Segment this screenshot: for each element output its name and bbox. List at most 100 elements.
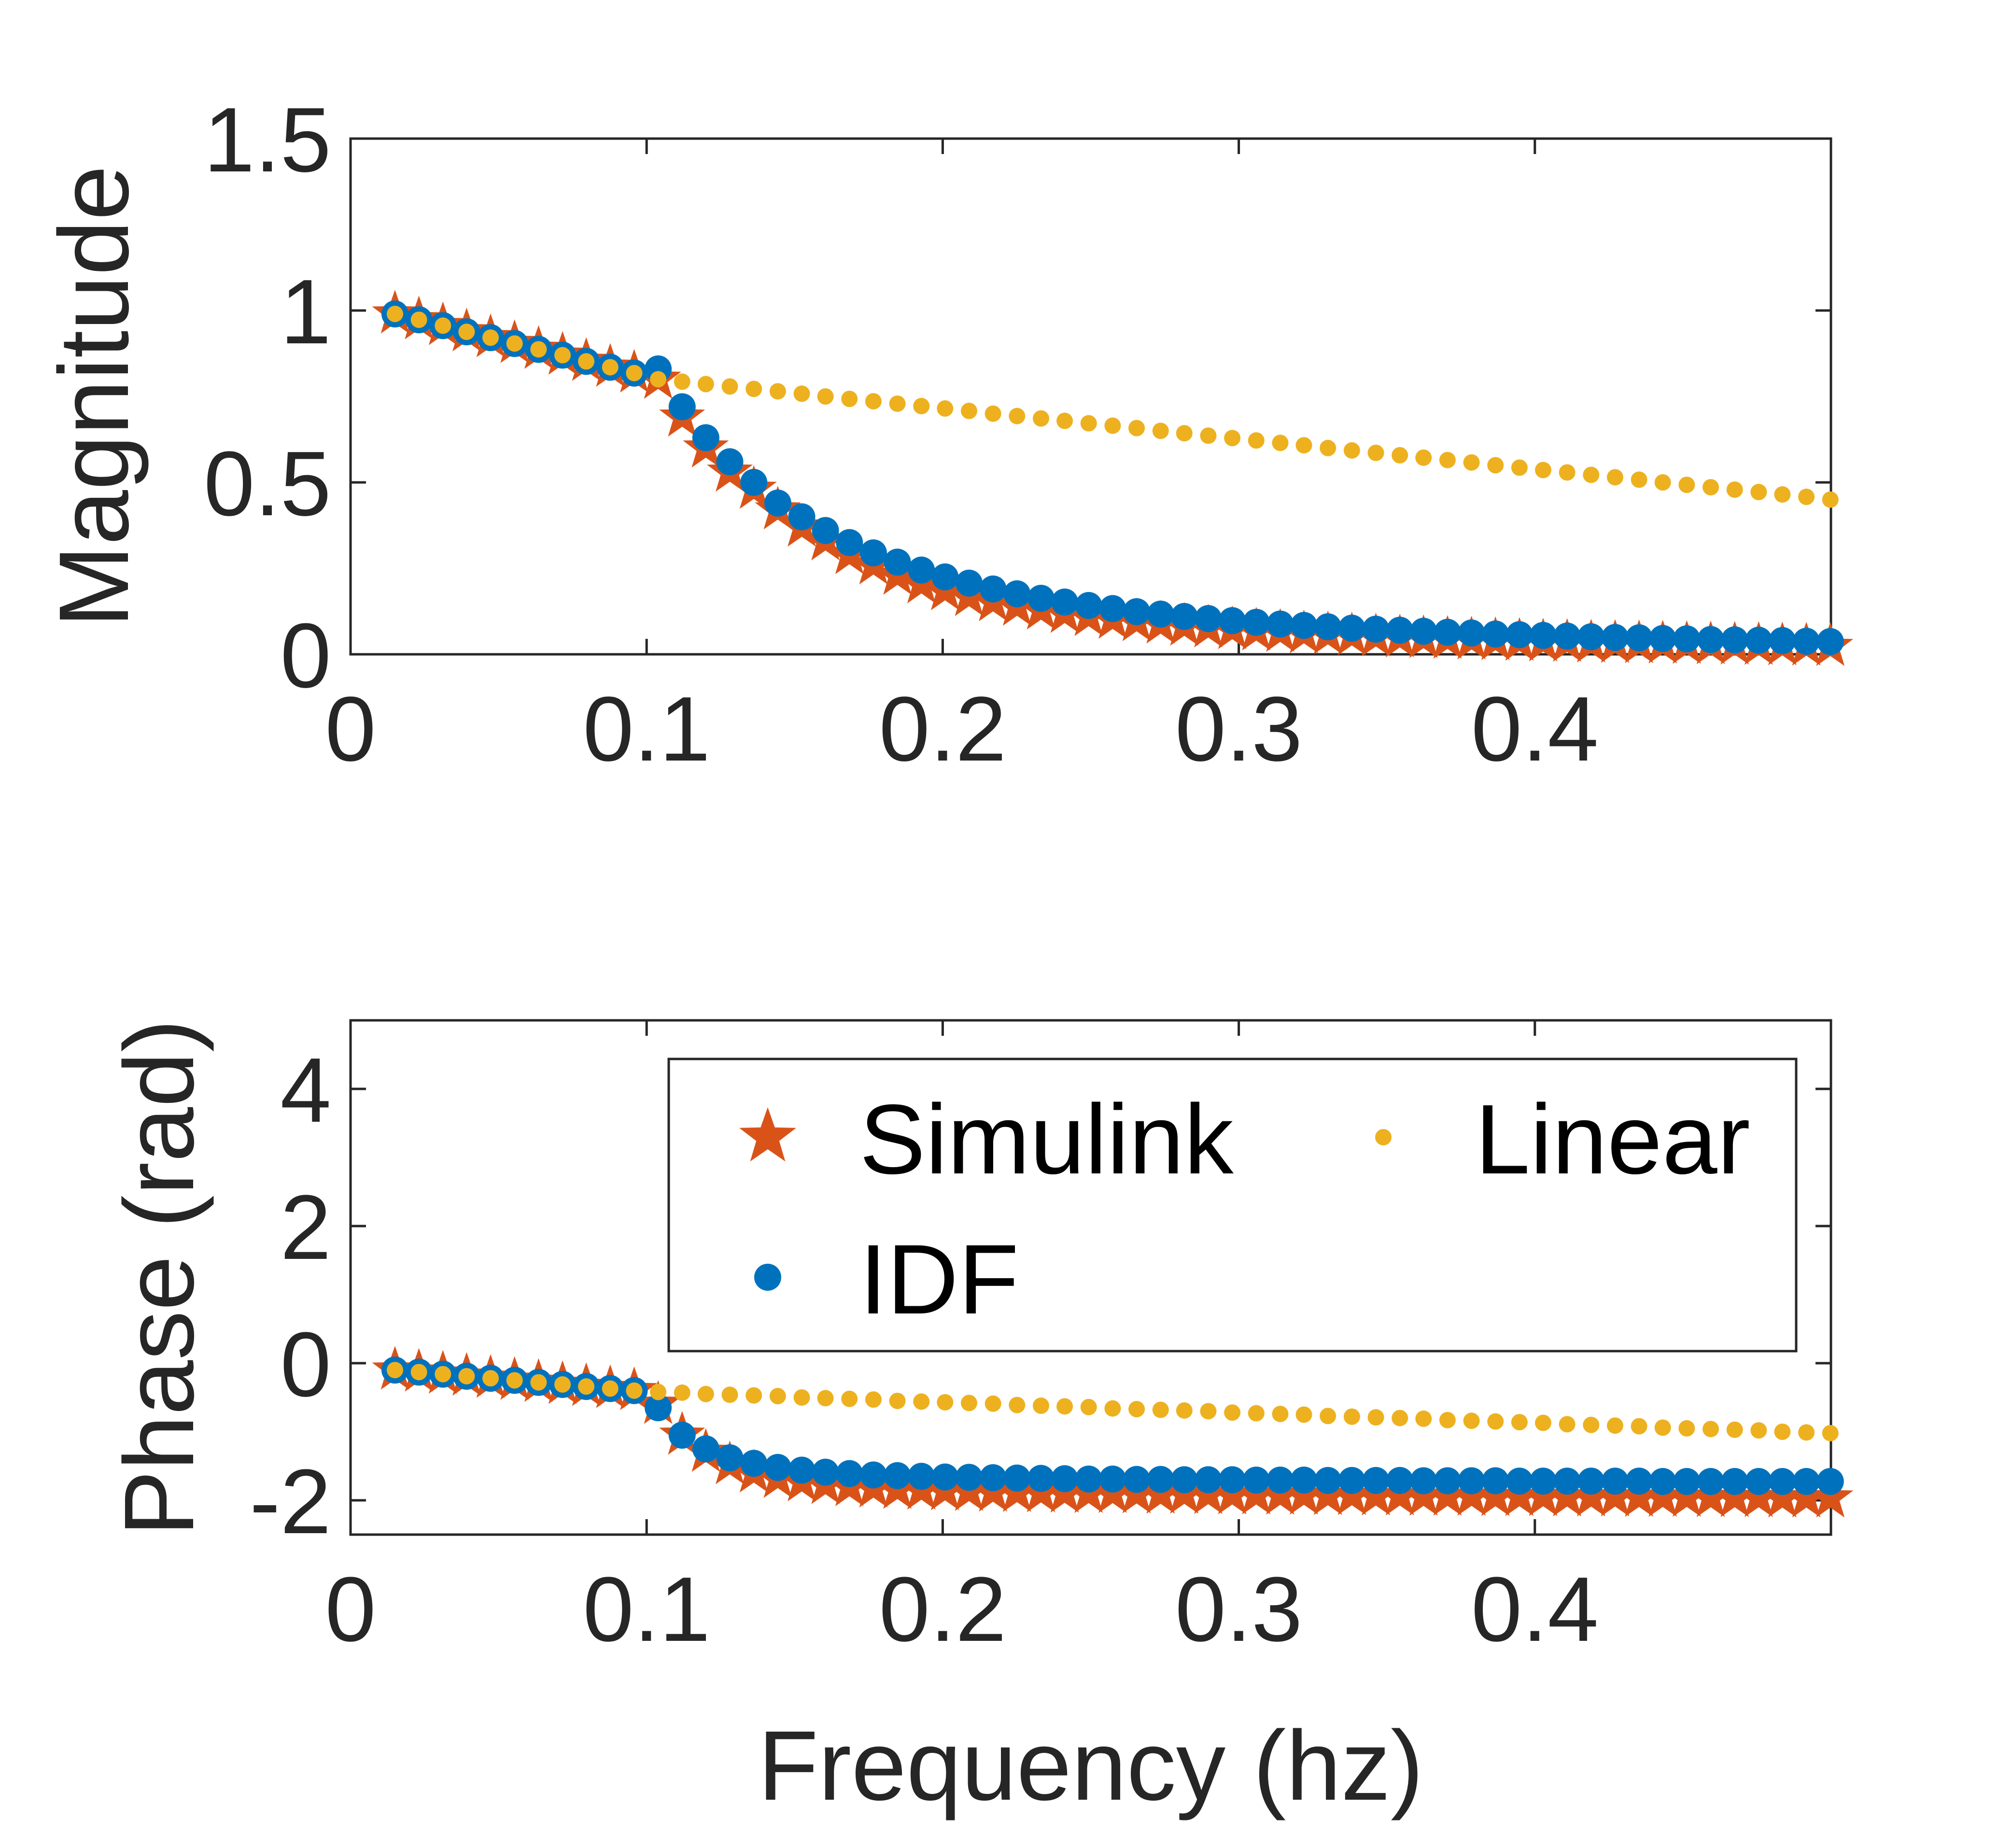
linear-point xyxy=(602,1380,619,1397)
linear-point xyxy=(1415,1411,1432,1427)
linear-point xyxy=(1320,1408,1337,1425)
idf-point xyxy=(668,393,696,421)
idf-point xyxy=(716,1444,744,1471)
idf-point xyxy=(1170,603,1198,630)
linear-point xyxy=(1702,479,1719,495)
linear-point xyxy=(1463,1412,1480,1429)
idf-point xyxy=(1482,620,1509,648)
linear-point xyxy=(602,359,619,376)
idf-point xyxy=(1123,1466,1151,1493)
linear-point xyxy=(578,1378,595,1395)
idf-point xyxy=(1793,627,1820,655)
idf-point xyxy=(908,1463,935,1490)
idf-point xyxy=(1338,1467,1365,1494)
linear-point xyxy=(578,353,595,370)
idf-point xyxy=(1147,600,1174,628)
linear-point xyxy=(1487,457,1504,474)
idf-point xyxy=(1051,1465,1079,1493)
idf-point xyxy=(740,1450,768,1477)
idf-point xyxy=(764,489,791,517)
legend-simulink-point xyxy=(739,1107,796,1162)
idf-point xyxy=(1529,1467,1557,1495)
linear-point xyxy=(458,324,475,340)
linear-point xyxy=(1774,486,1791,503)
linear-point xyxy=(1726,1421,1743,1438)
idf-point xyxy=(1099,1465,1126,1493)
linear-point xyxy=(1463,454,1480,471)
idf-point xyxy=(908,556,935,584)
magnitude-xtick-label: 0.3 xyxy=(1175,678,1303,780)
phase-xtick-label: 0 xyxy=(325,1558,376,1661)
linear-point xyxy=(506,335,523,352)
idf-point xyxy=(1099,595,1126,622)
idf-point xyxy=(931,1463,959,1491)
linear-point xyxy=(1032,410,1049,427)
idf-point xyxy=(1601,1467,1629,1495)
idf-point xyxy=(1170,1466,1198,1494)
linear-point xyxy=(1200,427,1217,444)
idf-point xyxy=(1745,626,1773,654)
linear-point xyxy=(626,1382,643,1399)
simulink-point xyxy=(1712,1473,1758,1517)
simulink-point xyxy=(1688,1473,1734,1517)
linear-point xyxy=(1415,449,1432,466)
idf-point xyxy=(1266,610,1294,638)
idf-point xyxy=(668,1422,696,1449)
phase-ytick-label: 4 xyxy=(280,1039,331,1142)
linear-point xyxy=(435,1366,451,1382)
phase-xtick-label: 0.4 xyxy=(1471,1558,1599,1661)
linear-point xyxy=(410,1364,427,1381)
linear-point xyxy=(721,1386,738,1403)
linear-point xyxy=(1080,1398,1097,1415)
linear-point xyxy=(1295,1406,1312,1423)
linear-point xyxy=(1583,466,1600,483)
idf-point xyxy=(1482,1467,1509,1495)
linear-point xyxy=(1654,474,1671,491)
idf-point xyxy=(1769,1467,1796,1495)
legend-linear-point xyxy=(1375,1129,1392,1145)
linear-point xyxy=(1176,425,1193,442)
idf-point xyxy=(1242,608,1270,636)
linear-point xyxy=(626,365,643,381)
linear-point xyxy=(841,390,858,407)
linear-point xyxy=(697,376,714,393)
phase-ylabel: Phase (rad) xyxy=(104,1019,214,1536)
linear-point xyxy=(937,1394,954,1411)
simulink-point xyxy=(1783,1474,1829,1518)
linear-point xyxy=(1750,1422,1767,1439)
idf-point xyxy=(1290,612,1318,639)
linear-point xyxy=(937,400,954,417)
magnitude-ylabel: Magnitude xyxy=(39,165,149,627)
linear-point xyxy=(1295,437,1312,454)
magnitude-ytick-label: 0 xyxy=(280,605,331,707)
simulink-point xyxy=(1735,1473,1782,1517)
linear-point xyxy=(1080,415,1097,432)
idf-point xyxy=(1195,605,1222,632)
linear-point xyxy=(1224,1404,1241,1421)
linear-point xyxy=(1104,1400,1121,1417)
linear-point xyxy=(1798,1424,1815,1441)
linear-point xyxy=(1009,408,1026,424)
idf-point xyxy=(1386,1467,1414,1494)
linear-point xyxy=(1176,1402,1193,1419)
idf-point xyxy=(764,1453,791,1481)
idf-point xyxy=(1697,1467,1725,1495)
linear-point xyxy=(865,393,882,409)
linear-point xyxy=(1726,481,1743,498)
phase-xtick-label: 0.2 xyxy=(879,1558,1006,1661)
idf-point xyxy=(788,1456,816,1484)
idf-point xyxy=(979,1464,1007,1492)
magnitude-series-linear xyxy=(386,306,1839,508)
linear-point xyxy=(1822,1425,1839,1441)
linear-point xyxy=(674,1384,690,1401)
idf-point xyxy=(1362,1467,1390,1494)
idf-point xyxy=(1434,619,1461,646)
idf-point xyxy=(1649,1467,1676,1495)
linear-point xyxy=(386,306,403,323)
linear-point xyxy=(985,1395,1001,1412)
idf-point xyxy=(1553,622,1581,650)
linear-point xyxy=(554,1376,571,1393)
idf-point xyxy=(1051,588,1079,616)
linear-point xyxy=(650,371,667,388)
linear-point xyxy=(1606,469,1623,486)
